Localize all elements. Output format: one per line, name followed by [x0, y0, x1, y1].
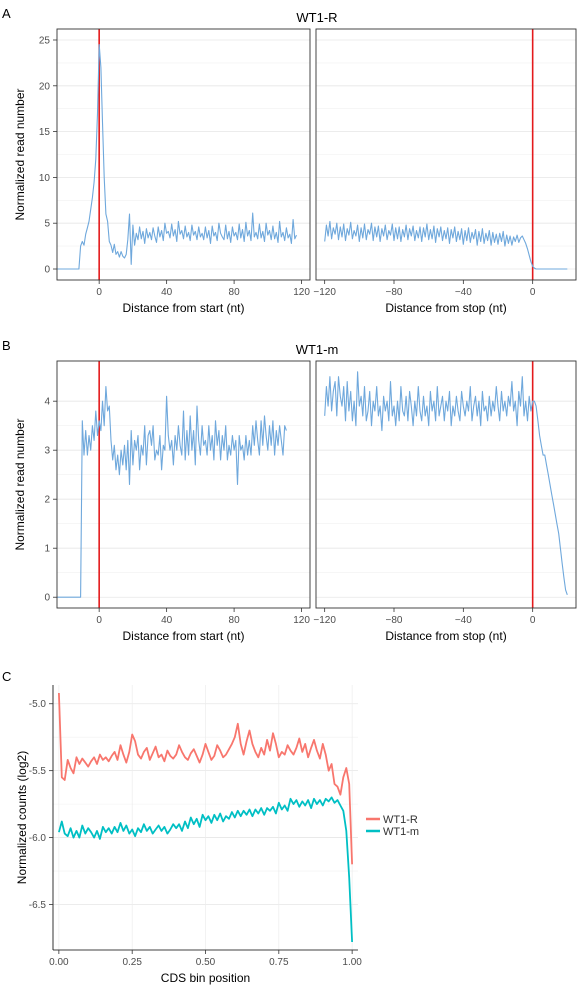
x-axis-label: Distance from stop (nt) — [385, 301, 506, 315]
y-tick-label: 2 — [44, 495, 50, 506]
x-tick-label: 80 — [229, 615, 241, 626]
x-tick-label: −80 — [386, 287, 403, 298]
y-tick-label: -5.5 — [29, 766, 47, 777]
chart-a-stop: −120 −80 −40 0 Distance from stop (nt) — [313, 28, 577, 315]
panel-title-a: WT1-R — [296, 10, 337, 25]
x-axis-label: Distance from start (nt) — [122, 301, 244, 315]
y-tick-label: -6.5 — [29, 900, 47, 911]
plot-background — [316, 361, 576, 608]
y-axis-label: Normalized read number — [13, 418, 27, 550]
x-tick-label: −40 — [455, 615, 472, 626]
chart-a-start: 0 40 80 120 0 5 10 15 20 25 Normalized read number… — [13, 28, 311, 315]
series-line-profile — [57, 385, 287, 598]
y-tick-label: 20 — [39, 81, 51, 92]
panel-label-a: A — [2, 6, 11, 21]
x-tick-label: 120 — [293, 615, 310, 626]
legend-label-wt1-r: WT1-R — [383, 814, 418, 826]
legend: WT1-R WT1-m — [366, 814, 419, 838]
x-tick-label: −80 — [386, 615, 403, 626]
x-tick-label: 0.25 — [122, 957, 142, 968]
chart-c: 0.00 0.25 0.50 0.75 1.00 -5.0 -5.5 -6.0 -6.5 Norm… — [15, 685, 362, 985]
x-tick-label: 0 — [96, 287, 102, 298]
x-tick-label: 0.50 — [196, 957, 216, 968]
series-line-wt1-m — [58, 796, 353, 943]
series-line-profile — [324, 220, 568, 270]
x-tick-label: 0 — [96, 615, 102, 626]
y-axis-label: Normalized read number — [13, 88, 27, 220]
y-tick-label: 0 — [44, 593, 50, 604]
series-line-profile — [57, 44, 297, 270]
x-tick-label: 0 — [530, 287, 536, 298]
y-axis-label: Normalized counts (log2) — [15, 751, 29, 884]
x-tick-label: 120 — [293, 287, 310, 298]
x-axis-label: Distance from start (nt) — [122, 629, 244, 643]
x-tick-label: 0.75 — [269, 957, 289, 968]
y-tick-label: 4 — [44, 397, 50, 408]
legend-label-wt1-m: WT1-m — [383, 826, 419, 838]
y-tick-label: 10 — [39, 173, 51, 184]
panel-border — [315, 360, 577, 609]
series-line-profile — [324, 371, 568, 595]
y-tick-label: -6.0 — [29, 833, 47, 844]
panel-title-b: WT1-m — [296, 342, 339, 357]
x-tick-label: −120 — [313, 615, 336, 626]
x-tick-label: 1.00 — [342, 957, 362, 968]
x-tick-label: 40 — [161, 287, 173, 298]
x-axis-label: CDS bin position — [161, 971, 250, 985]
y-tick-label: 0 — [44, 265, 50, 276]
panel-border — [56, 28, 311, 281]
y-tick-label: 3 — [44, 446, 50, 457]
chart-b-start: 0 40 80 120 0 1 2 3 4 Normalized read number Dista… — [13, 360, 311, 643]
x-tick-label: 80 — [229, 287, 241, 298]
panel-border — [56, 360, 311, 609]
chart-b-stop: −120 −80 −40 0 Distance from stop (nt) — [313, 360, 577, 643]
y-tick-label: 1 — [44, 544, 50, 555]
series-line-wt1-r — [58, 692, 353, 865]
x-tick-label: −120 — [313, 287, 336, 298]
y-tick-label: 15 — [39, 127, 51, 138]
x-tick-label: 40 — [161, 615, 173, 626]
panel-label-b: B — [2, 338, 11, 353]
x-tick-label: 0 — [530, 615, 536, 626]
y-tick-label: 25 — [39, 35, 51, 46]
panel-label-c: C — [2, 669, 11, 684]
x-tick-label: 0.00 — [49, 957, 69, 968]
y-tick-label: -5.0 — [29, 699, 47, 710]
panel-border — [315, 28, 577, 281]
x-axis-label: Distance from stop (nt) — [385, 629, 506, 643]
plot-background — [57, 361, 310, 608]
x-tick-label: −40 — [455, 287, 472, 298]
y-tick-label: 5 — [44, 219, 50, 230]
